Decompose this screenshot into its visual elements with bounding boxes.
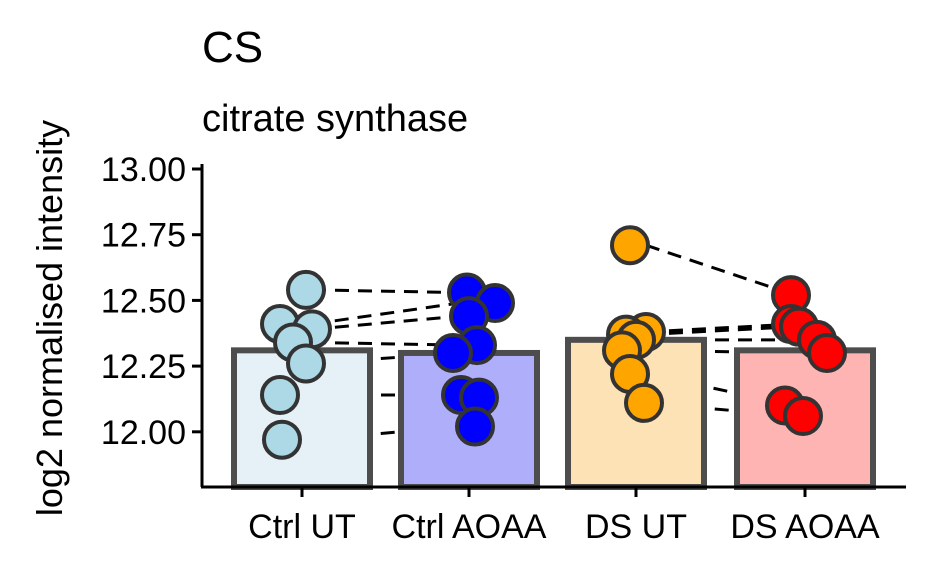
x-tick-label: Ctrl UT xyxy=(248,508,356,546)
pair-line xyxy=(311,314,460,331)
data-point xyxy=(455,406,495,447)
y-tick-label: 12.75 xyxy=(101,217,186,255)
chart-subtitle: citrate synthase xyxy=(202,98,468,140)
pair-line xyxy=(645,325,796,337)
ticks: 12.00 12.25 12.50 12.75 13.00 Ctrl UT Ctrl AOA… xyxy=(101,151,880,546)
y-tick-label: 12.25 xyxy=(101,348,186,386)
pair-line xyxy=(311,301,460,326)
data-point xyxy=(260,375,300,416)
data-point xyxy=(783,396,823,437)
data-point xyxy=(807,332,847,373)
x-tick-label: Ctrl AOAA xyxy=(392,508,547,546)
data-point xyxy=(286,269,326,310)
pair-lines xyxy=(311,243,796,442)
data-point xyxy=(610,225,650,266)
pair-line xyxy=(311,288,460,295)
bars xyxy=(231,336,876,490)
pair-line xyxy=(645,243,796,297)
pair-line xyxy=(311,340,460,347)
y-tick-label: 12.50 xyxy=(101,282,186,320)
pair-line xyxy=(645,322,796,334)
y-axis-title: log2 normalised intensity xyxy=(29,120,70,516)
data-point xyxy=(286,343,326,384)
data-point xyxy=(262,419,302,460)
data-point xyxy=(624,382,664,423)
data-point xyxy=(433,332,473,373)
data-points xyxy=(260,225,847,460)
x-tick-label: DS UT xyxy=(585,508,687,546)
y-tick-label: 12.00 xyxy=(101,414,186,452)
y-tick-label: 13.00 xyxy=(101,151,186,189)
chart-title: CS xyxy=(202,23,263,72)
x-tick-label: DS AOAA xyxy=(730,508,880,546)
